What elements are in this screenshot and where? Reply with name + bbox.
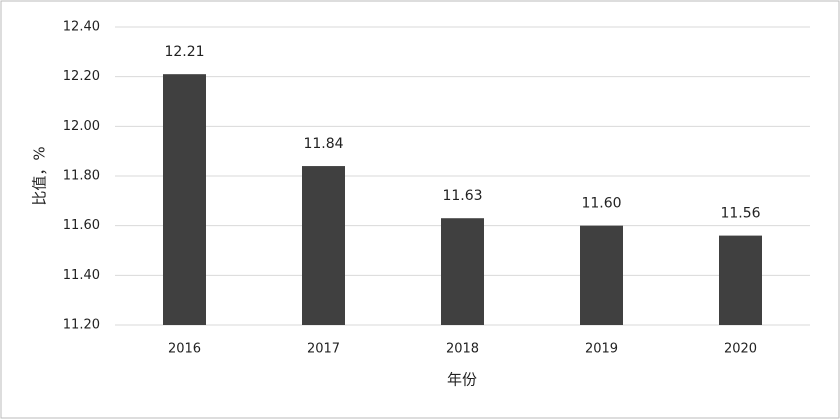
y-tick-label: 12.40: [63, 20, 100, 35]
y-tick-label: 12.20: [63, 69, 100, 84]
y-tick-label: 11.80: [63, 169, 100, 184]
y-tick-label: 11.40: [63, 268, 100, 283]
y-tick-label: 11.60: [63, 218, 100, 233]
value-label: 12.21: [164, 44, 204, 60]
x-tick-label: 2016: [168, 342, 201, 357]
x-axis-title: 年份: [447, 371, 477, 389]
x-tick-label: 2017: [307, 342, 340, 357]
bar: [302, 166, 345, 325]
bar: [580, 225, 623, 325]
y-tick-label: 11.20: [63, 318, 100, 333]
value-label: 11.56: [720, 206, 760, 222]
y-tick-label: 12.00: [63, 119, 100, 134]
bar: [163, 74, 206, 325]
bar: [441, 218, 484, 325]
x-tick-label: 2018: [446, 342, 479, 357]
y-axis-title: 比值，%: [31, 146, 49, 205]
x-tick-label: 2020: [724, 342, 757, 357]
bar: [719, 235, 762, 325]
value-label: 11.63: [442, 188, 482, 204]
x-tick-label: 2019: [585, 342, 618, 357]
value-label: 11.60: [581, 196, 621, 212]
value-label: 11.84: [303, 136, 343, 152]
